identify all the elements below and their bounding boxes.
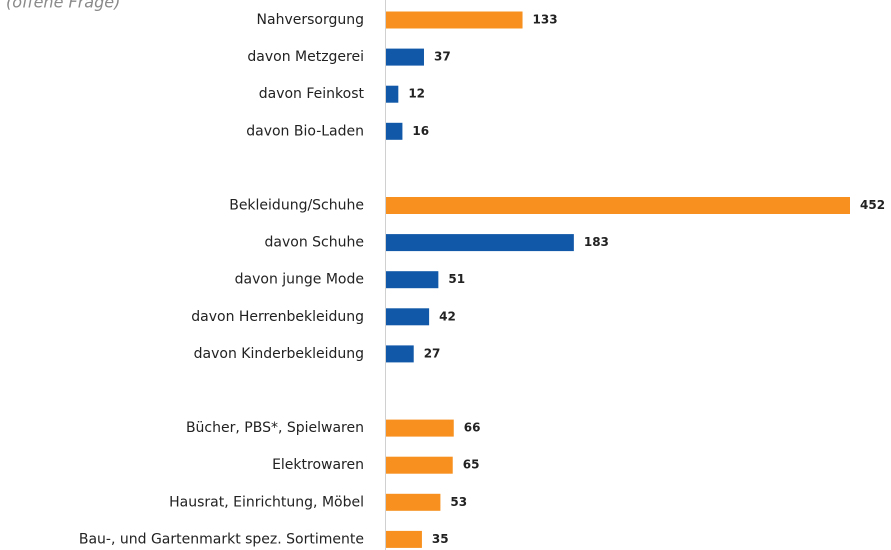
value-label: 12 <box>408 87 425 101</box>
value-label: 66 <box>464 421 481 435</box>
value-label: 35 <box>432 532 449 546</box>
subtitle: (offene Frage) <box>6 0 120 12</box>
category-label: davon Feinkost <box>259 86 365 102</box>
value-label: 53 <box>450 495 467 509</box>
bar <box>386 456 453 474</box>
category-label: Bekleidung/Schuhe <box>229 198 364 214</box>
value-label: 27 <box>424 346 441 360</box>
category-label: Hausrat, Einrichtung, Möbel <box>169 494 364 510</box>
value-label: 16 <box>412 124 429 138</box>
category-label: davon Herrenbekleidung <box>191 309 364 325</box>
category-label: davon junge Mode <box>235 272 364 288</box>
value-label: 452 <box>860 198 885 212</box>
value-label: 65 <box>463 458 480 472</box>
bar <box>386 308 430 326</box>
value-label: 42 <box>439 309 456 323</box>
category-label: davon Bio-Laden <box>246 123 364 139</box>
category-label: Bücher, PBS*, Spielwaren <box>186 420 364 436</box>
bar <box>386 530 422 548</box>
value-label: 133 <box>533 13 558 27</box>
bar <box>386 234 574 252</box>
category-label: davon Kinderbekleidung <box>194 346 364 362</box>
bar <box>386 197 850 214</box>
bar <box>386 345 414 363</box>
bar <box>386 122 403 140</box>
bar <box>386 85 399 103</box>
value-label: 51 <box>448 272 465 286</box>
value-label: 37 <box>434 50 451 64</box>
bar <box>386 271 439 289</box>
category-label: Nahversorgung <box>257 12 364 28</box>
bar <box>386 48 424 66</box>
bar <box>386 419 454 437</box>
value-label: 183 <box>584 235 609 249</box>
category-label: davon Metzgerei <box>247 49 364 65</box>
bar <box>386 493 441 511</box>
bar <box>386 11 523 29</box>
category-label: Elektrowaren <box>272 457 364 473</box>
category-label: davon Schuhe <box>265 235 364 251</box>
category-label: Bau-, und Gartenmarkt spez. Sortimente <box>79 531 364 547</box>
